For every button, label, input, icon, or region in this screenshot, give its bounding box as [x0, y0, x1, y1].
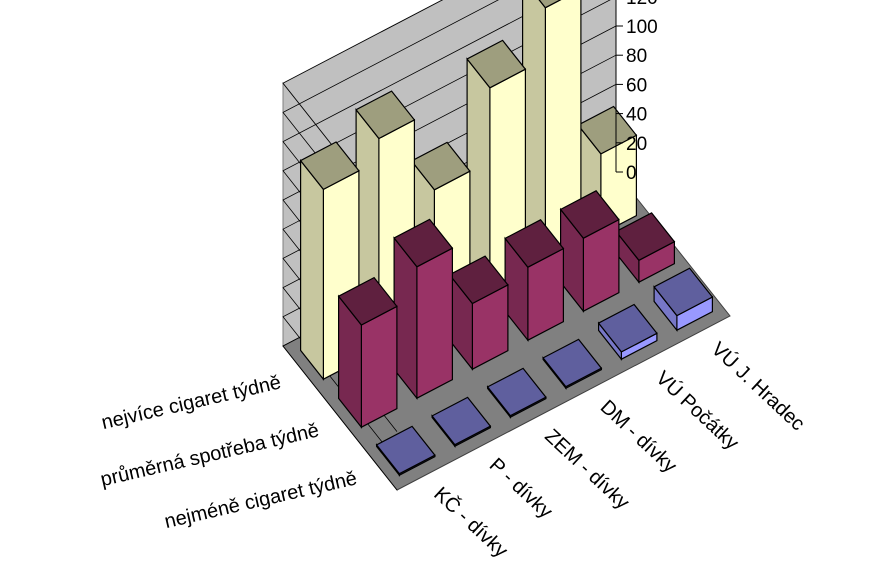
- x-tick-label: VÚ Počátky: [651, 366, 743, 454]
- y-tick-label: 120: [626, 0, 658, 9]
- bar-top: [466, 39, 527, 89]
- y-tick-label: 60: [626, 75, 647, 96]
- bar-top: [577, 105, 638, 155]
- x-tick-label: ZEM - dívky: [540, 425, 633, 514]
- bar-top: [393, 218, 454, 268]
- bar: [559, 190, 620, 313]
- y-tick-label: 40: [626, 105, 647, 126]
- y-tick-label: 20: [626, 134, 647, 155]
- bar: [615, 212, 676, 284]
- y-axis: 020406080100120140160180: [615, 0, 658, 184]
- x-tick-label: DM - dívky: [596, 396, 681, 477]
- bar: [521, 0, 582, 265]
- bar-top: [448, 255, 509, 305]
- y-tick-label: 0: [626, 163, 637, 184]
- bar: [431, 396, 492, 448]
- y-tick-label: 100: [626, 17, 658, 38]
- bar-top: [538, 0, 562, 9]
- bar: [653, 267, 714, 332]
- bar-front: [360, 305, 398, 429]
- bar: [337, 276, 398, 429]
- bar-top: [337, 276, 398, 326]
- bar: [504, 219, 565, 342]
- bar: [486, 367, 547, 419]
- bar-top: [653, 267, 714, 317]
- bar-top: [486, 367, 547, 417]
- bar-top: [597, 303, 658, 353]
- bar: [299, 141, 360, 381]
- x-tick-label: KČ - dívky: [429, 482, 512, 562]
- y-tick-label: 80: [626, 46, 647, 67]
- series-row-label: nejméně cigaret týdně: [162, 467, 359, 533]
- bar: [375, 425, 436, 477]
- bar: [393, 218, 454, 400]
- x-tick-label: P - dívky: [485, 454, 557, 523]
- bar-side: [300, 158, 324, 381]
- bar-top: [542, 338, 603, 388]
- bar-top: [375, 425, 436, 475]
- bar-top: [431, 396, 492, 446]
- bar-top: [410, 141, 471, 191]
- bar-top: [504, 219, 565, 268]
- bar-top: [355, 90, 416, 140]
- bar: [597, 303, 658, 361]
- bars: [299, 0, 714, 477]
- series-row-label: nejvíce cigaret týdně: [99, 371, 283, 434]
- bar-top: [559, 190, 620, 239]
- bar-top: [615, 212, 676, 262]
- bar-front: [416, 247, 453, 400]
- series-row-label: průměrná spotřeba týdně: [98, 419, 321, 491]
- bar: [448, 255, 509, 371]
- bar-top: [299, 141, 360, 191]
- bar: [542, 338, 603, 390]
